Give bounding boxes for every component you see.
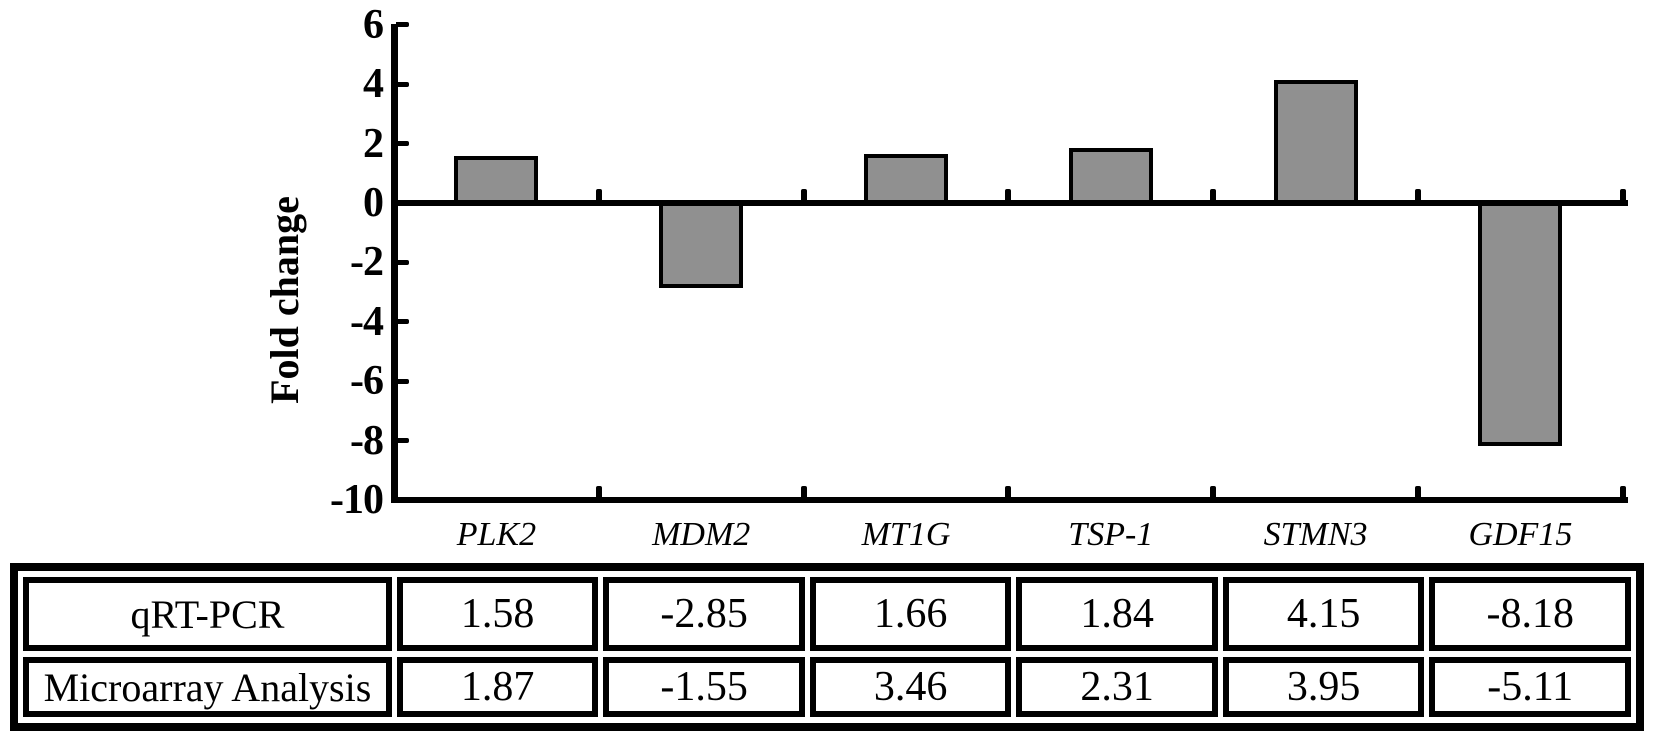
bar-PLK2 [454, 156, 539, 206]
y-tick-label-0: 0 [363, 180, 384, 226]
x-axis-tick-6 [1619, 486, 1626, 498]
x-category-label-PLK2: PLK2 [456, 516, 537, 553]
zero-line-tick-1 [595, 189, 602, 201]
x-category-label-MDM2: MDM2 [652, 516, 751, 553]
table-cell-GDF15-row1: -5.11 [1429, 657, 1631, 717]
x-axis-tick-2 [800, 486, 807, 498]
zero-line-tick-5 [1415, 189, 1421, 201]
zero-line-tick-3 [1005, 189, 1012, 201]
y-tick-4 [396, 81, 409, 87]
row-label-1: Microarray Analysis [23, 657, 392, 717]
y-axis-line [391, 23, 398, 503]
bar-MDM2 [659, 200, 744, 288]
comparison-table-body: qRT-PCR 1.58 -2.85 1.66 1.84 4.15 -8.18 Microar… [23, 577, 1631, 717]
table-cell-MDM2-row0: -2.85 [603, 577, 805, 651]
y-tick-label--10: -10 [330, 477, 384, 523]
y-tick-label--6: -6 [350, 358, 384, 405]
y-tick-label-6: 6 [363, 1, 384, 48]
zero-line-tick-4 [1210, 189, 1217, 201]
table-cell-PLK2-row1: 1.87 [396, 657, 599, 717]
x-category-label-STMN3: STMN3 [1263, 516, 1368, 553]
table-cell-MT1G-row1: 3.46 [809, 657, 1012, 717]
y-tick-label--8: -8 [350, 417, 384, 464]
y-tick-label--2: -2 [350, 239, 384, 286]
table-row-1: Microarray Analysis 1.87 -1.55 3.46 2.31 3.95… [23, 657, 1631, 717]
table-cell-MDM2-row1: -1.55 [603, 657, 805, 717]
x-axis-tick-4 [1210, 486, 1217, 498]
table-cell-STMN3-row0: 4.15 [1222, 577, 1425, 651]
y-tick-label-4: 4 [363, 61, 384, 108]
y-tick--2 [396, 259, 409, 265]
table-cell-TSP-1-row0: 1.84 [1016, 577, 1218, 651]
bar-TSP-1 [1068, 148, 1153, 206]
x-axis-tick-3 [1005, 486, 1012, 498]
bar-MT1G [864, 153, 948, 206]
y-tick-label--4: -4 [350, 298, 384, 345]
x-axis-tick-1 [595, 486, 602, 498]
bar-STMN3 [1273, 79, 1358, 206]
x-axis-tick-5 [1415, 486, 1421, 498]
table-row-0: qRT-PCR 1.58 -2.85 1.66 1.84 4.15 -8.18 [23, 577, 1631, 651]
zero-baseline [391, 200, 1628, 206]
x-category-label-TSP-1: TSP-1 [1068, 516, 1154, 553]
table-cell-GDF15-row0: -8.18 [1429, 577, 1631, 651]
x-category-label-MT1G: MT1G [861, 516, 951, 553]
table-cell-STMN3-row1: 3.95 [1222, 657, 1425, 717]
y-tick-label-2: 2 [363, 120, 384, 167]
bar-GDF15 [1478, 200, 1563, 446]
y-tick--6 [396, 378, 409, 384]
table-cell-TSP-1-row1: 2.31 [1016, 657, 1218, 717]
table-cell-MT1G-row0: 1.66 [809, 577, 1012, 651]
comparison-table: qRT-PCR 1.58 -2.85 1.66 1.84 4.15 -8.18 Microar… [10, 563, 1644, 731]
zero-line-tick-6 [1619, 189, 1626, 201]
y-tick-6 [396, 22, 409, 28]
y-tick-2 [396, 141, 409, 147]
row-label-0: qRT-PCR [23, 577, 392, 651]
zero-line-tick-2 [800, 189, 807, 201]
x-axis-line [391, 497, 1628, 503]
y-tick--8 [396, 438, 409, 444]
bar-chart-area: Fold change 6 4 2 0 -2 -4 -6 -8 -10 PLK2 MDM2 MT1G T… [262, 1, 1628, 553]
x-category-label-GDF15: GDF15 [1468, 516, 1573, 553]
y-tick--4 [396, 319, 409, 325]
table-cell-PLK2-row0: 1.58 [396, 577, 599, 651]
